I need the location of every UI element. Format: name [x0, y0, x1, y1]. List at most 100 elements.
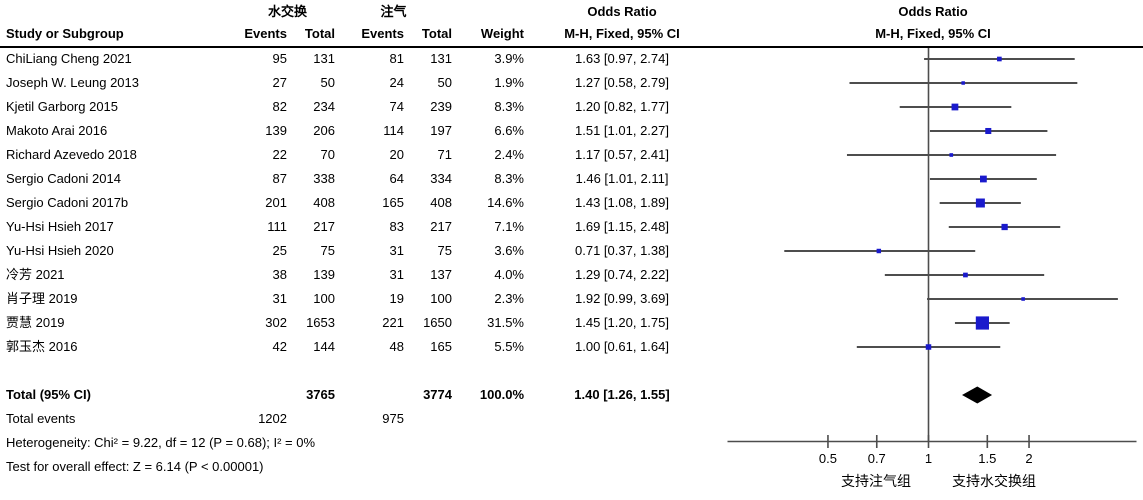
group1-events: 201 [265, 195, 287, 210]
weight-column-header: Weight [480, 26, 524, 41]
group2-total: 137 [430, 267, 452, 282]
table-row: Richard Azevedo 2018 22 70 20 71 2.4% 1.17 [0.… [0, 143, 720, 167]
summary-diamond [962, 386, 993, 404]
or-marker-square [1021, 297, 1025, 301]
group2-events: 221 [382, 315, 404, 330]
group2-events: 20 [389, 147, 404, 162]
group2-events: 24 [389, 75, 404, 90]
group2-total: 408 [430, 195, 452, 210]
overall-effect-note: Test for overall effect: Z = 6.14 (P < 0… [6, 459, 264, 474]
study-weight: 31.5% [487, 315, 524, 330]
odds-ratio-plot-header: Odds Ratio [898, 4, 968, 19]
study-or-ci: 1.43 [1.08, 1.89] [575, 195, 669, 210]
group2-total: 217 [430, 219, 452, 234]
study-name: ChiLiang Cheng 2021 [6, 51, 132, 66]
total-events-group2: 975 [382, 411, 404, 426]
total-events-label: Total events [6, 411, 76, 426]
group1-total: 217 [313, 219, 335, 234]
group2-total: 75 [437, 243, 452, 258]
study-name: Joseph W. Leung 2013 [6, 75, 139, 90]
group2-events: 114 [383, 123, 404, 138]
study-or-ci: 1.45 [1.20, 1.75] [575, 315, 669, 330]
study-name: 郭玉杰 2016 [6, 339, 78, 354]
study-name: Yu-Hsi Hsieh 2017 [6, 219, 114, 234]
group1-total: 75 [320, 243, 335, 258]
group2-events: 19 [389, 291, 404, 306]
study-or-ci: 0.71 [0.37, 1.38] [575, 243, 669, 258]
or-marker-square [975, 316, 989, 330]
group1-total: 1653 [306, 315, 335, 330]
group1-header: 水交换 [267, 4, 307, 19]
group2-total-header: Total [421, 26, 452, 41]
study-name: Makoto Arai 2016 [6, 123, 108, 138]
favors-left-label: 支持注气组 [841, 473, 911, 489]
table-header: 水交换 注气 Odds Ratio Odds Ratio Study or Su… [0, 0, 1143, 48]
axis-tick-label: 1 [925, 451, 932, 466]
study-name: 冷芳 2021 [6, 267, 65, 282]
group2-total: 1650 [423, 315, 452, 330]
group2-total: 131 [430, 51, 452, 66]
total-events-row: Total events 1202 975 [0, 407, 720, 431]
study-weight: 4.0% [494, 267, 524, 282]
group1-events: 87 [272, 171, 287, 186]
group1-events: 38 [272, 267, 287, 282]
total-or-ci: 1.40 [1.26, 1.55] [574, 387, 670, 402]
table-row: 肖子理 2019 31 100 19 100 2.3% 1.92 [0.99, 3.69] [0, 287, 720, 311]
group2-events: 31 [389, 267, 404, 282]
group2-total: 239 [430, 99, 452, 114]
group1-events: 95 [272, 51, 287, 66]
group1-events: 27 [272, 75, 287, 90]
column-header-row: Study or Subgroup Events Total Events To… [0, 24, 1143, 44]
group2-total: 71 [437, 147, 452, 162]
study-or-ci: 1.92 [0.99, 3.69] [575, 291, 669, 306]
or-marker-square [876, 248, 882, 254]
axis-tick-label: 0.5 [819, 451, 837, 466]
total-group2-n: 3774 [423, 387, 452, 402]
or-marker-square [997, 56, 1002, 62]
group2-total: 165 [430, 339, 452, 354]
study-weight: 6.6% [494, 123, 524, 138]
study-name: 贾慧 2019 [6, 315, 65, 330]
or-marker-square [980, 175, 987, 183]
group1-total: 70 [320, 147, 335, 162]
study-or-ci: 1.17 [0.57, 2.41] [575, 147, 669, 162]
or-marker-square [925, 344, 932, 350]
group1-total: 408 [313, 195, 335, 210]
or-marker-square [963, 272, 968, 278]
or-marker-square [1001, 223, 1008, 231]
table-row: Kjetil Garborg 2015 82 234 74 239 8.3% 1.20 [0… [0, 95, 720, 119]
study-weight: 5.5% [494, 339, 524, 354]
group1-events: 22 [272, 147, 287, 162]
group1-events: 25 [272, 243, 287, 258]
group2-events: 48 [389, 339, 404, 354]
table-row: ChiLiang Cheng 2021 95 131 81 131 3.9% 1.63 [0… [0, 47, 720, 71]
total-label: Total (95% CI) [6, 387, 91, 402]
table-row: 冷芳 2021 38 139 31 137 4.0% 1.29 [0.74, 2.22] [0, 263, 720, 287]
group1-events: 42 [272, 339, 287, 354]
axis-tick-label: 2 [1025, 451, 1032, 466]
study-or-ci: 1.69 [1.15, 2.48] [575, 219, 669, 234]
group1-total: 338 [313, 171, 335, 186]
table-row: Joseph W. Leung 2013 27 50 24 50 1.9% 1.27 [0.… [0, 71, 720, 95]
study-weight: 1.9% [494, 75, 524, 90]
study-or-ci: 1.27 [0.58, 2.79] [575, 75, 669, 90]
or-marker-square [949, 153, 954, 157]
group1-total: 131 [313, 51, 335, 66]
or-marker-square [961, 81, 965, 85]
method-text-header: M-H, Fixed, 95% CI [564, 26, 680, 41]
table-row: Sergio Cadoni 2017b 201 408 165 408 14.6% 1.43… [0, 191, 720, 215]
study-name: Richard Azevedo 2018 [6, 147, 137, 162]
total-events-group1: 1202 [258, 411, 287, 426]
group1-events: 139 [265, 123, 287, 138]
study-weight: 14.6% [487, 195, 524, 210]
group2-events: 74 [389, 99, 404, 114]
study-weight: 3.6% [494, 243, 524, 258]
study-weight: 7.1% [494, 219, 524, 234]
table-row: Sergio Cadoni 2014 87 338 64 334 8.3% 1.46 [1.… [0, 167, 720, 191]
group1-events: 302 [265, 315, 287, 330]
axis-tick-label: 1.5 [978, 451, 996, 466]
group2-events: 165 [382, 195, 404, 210]
study-column-header: Study or Subgroup [6, 26, 124, 41]
study-weight: 3.9% [494, 51, 524, 66]
